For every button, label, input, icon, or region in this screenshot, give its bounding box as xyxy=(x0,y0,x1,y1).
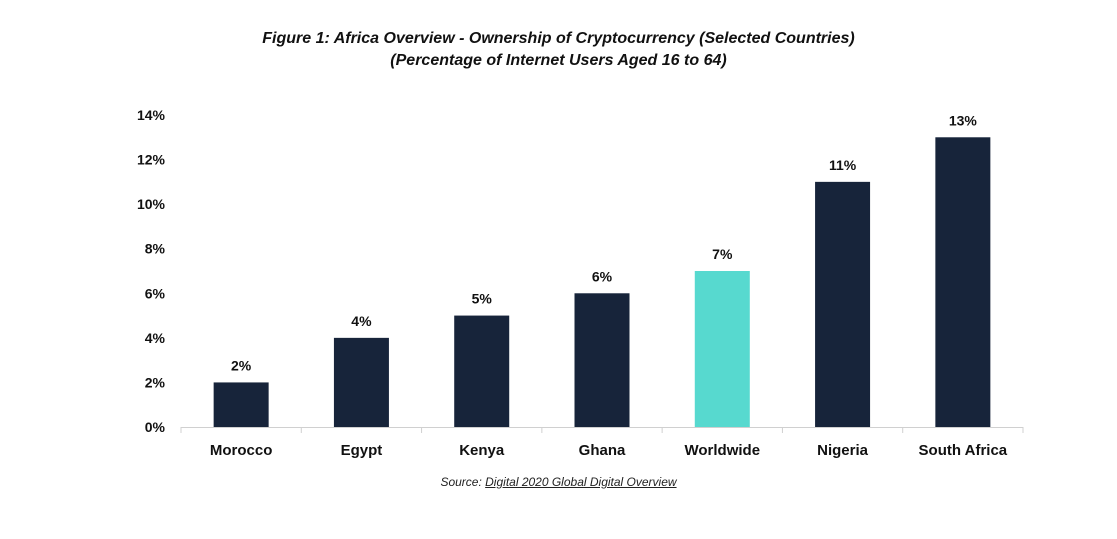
bar-egypt xyxy=(333,337,389,427)
category-label: Egypt xyxy=(341,442,383,459)
data-label: 11% xyxy=(829,157,857,173)
source-prefix: Source: xyxy=(440,475,486,489)
y-tick-label: 0% xyxy=(145,419,166,435)
source-link[interactable]: Digital 2020 Global Digital Overview xyxy=(485,475,677,489)
y-tick-label: 14% xyxy=(137,107,166,123)
bar-kenya xyxy=(454,315,510,427)
data-label: 4% xyxy=(351,313,372,329)
y-tick-label: 10% xyxy=(137,196,166,212)
data-label: 5% xyxy=(472,291,493,307)
category-label: Ghana xyxy=(579,442,626,459)
category-label: Worldwide xyxy=(685,442,761,459)
y-tick-label: 6% xyxy=(145,285,166,301)
source-note: Source: Digital 2020 Global Digital Over… xyxy=(0,475,1117,489)
category-label: Nigeria xyxy=(817,442,869,459)
bar-south-africa xyxy=(935,137,991,428)
y-tick-label: 4% xyxy=(145,330,166,346)
data-label: 13% xyxy=(949,112,978,128)
chart-title: Figure 1: Africa Overview - Ownership of… xyxy=(262,30,855,47)
data-label: 2% xyxy=(231,357,252,373)
chart-subtitle: (Percentage of Internet Users Aged 16 to… xyxy=(390,52,727,69)
bar-nigeria xyxy=(815,181,871,427)
category-label: Morocco xyxy=(210,442,273,459)
category-label: South Africa xyxy=(919,442,1008,459)
bar-worldwide xyxy=(694,271,750,427)
y-tick-label: 2% xyxy=(145,374,166,390)
data-label: 6% xyxy=(592,268,613,284)
y-tick-label: 8% xyxy=(145,241,166,257)
category-label: Kenya xyxy=(459,442,505,459)
bar-ghana xyxy=(574,293,630,427)
bar-morocco xyxy=(213,382,269,427)
data-label: 7% xyxy=(712,246,733,262)
y-tick-label: 12% xyxy=(137,152,166,168)
